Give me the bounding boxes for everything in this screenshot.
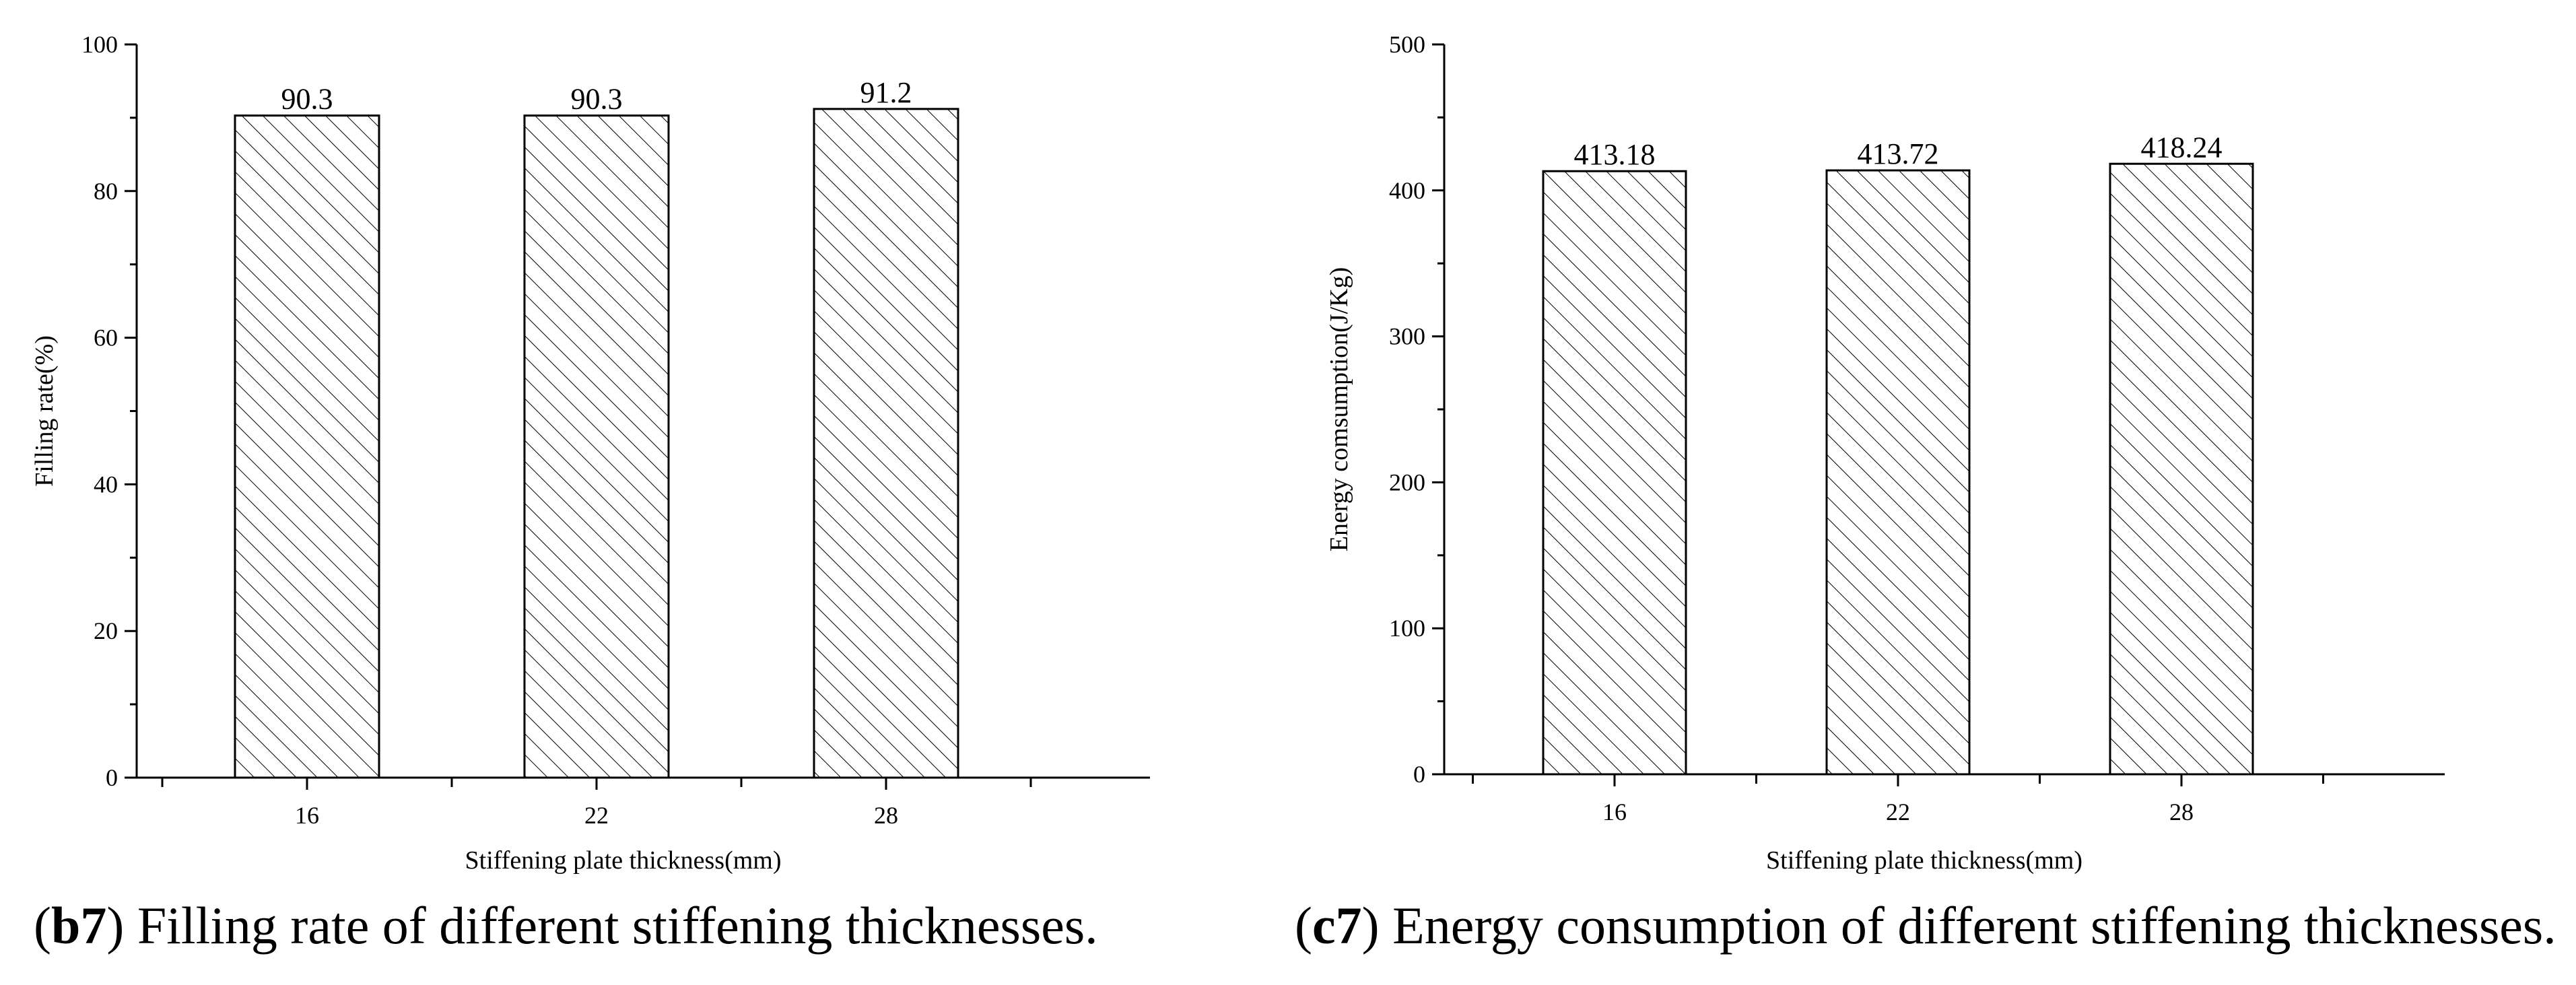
data-label-22: 413.72 bbox=[1858, 137, 1939, 170]
caption-tag: c7 bbox=[1312, 896, 1362, 955]
caption-text: Energy consumption of different stiffeni… bbox=[1379, 896, 2556, 955]
y-tick-label: 0 bbox=[1413, 761, 1425, 788]
x-tick-label-22: 22 bbox=[584, 802, 609, 829]
y-axis-title: Filling rate(%) bbox=[30, 335, 59, 487]
bar-28 bbox=[2109, 162, 2254, 776]
y-tick-label: 300 bbox=[1389, 323, 1425, 350]
x-tick-label-28: 28 bbox=[874, 802, 898, 829]
y-tick-label: 500 bbox=[1389, 31, 1425, 58]
caption-tag: b7 bbox=[50, 896, 107, 955]
data-label-22: 90.3 bbox=[571, 83, 623, 116]
y-tick-label: 100 bbox=[81, 31, 118, 58]
y-tick-label: 200 bbox=[1389, 469, 1425, 496]
x-axis-title: Stiffening plate thickness(mm) bbox=[465, 846, 782, 875]
bar-16 bbox=[234, 114, 380, 779]
y-tick-label: 400 bbox=[1389, 177, 1425, 204]
data-label-16: 413.18 bbox=[1574, 138, 1656, 171]
data-label-16: 90.3 bbox=[281, 83, 333, 116]
x-tick-label-16: 16 bbox=[1602, 799, 1627, 825]
chart-panel-filling-rate: 90.3 90.3 91.2 0 20 40 60 80 100 16 22 28 Stiffening… bbox=[30, 31, 1150, 955]
y-axis-title: Energy comsumption(J/Kg) bbox=[1325, 267, 1353, 552]
bar-28 bbox=[813, 108, 959, 779]
data-label-28: 418.24 bbox=[2141, 131, 2223, 164]
caption-filling-rate: (b7) Filling rate of different stiffenin… bbox=[34, 896, 1098, 955]
bar-22 bbox=[523, 114, 670, 779]
caption-text: Filling rate of different stiffening thi… bbox=[124, 896, 1098, 955]
x-axis-title: Stiffening plate thickness(mm) bbox=[1766, 846, 2082, 875]
bar-16 bbox=[1542, 170, 1687, 776]
filling-rate-chart: 90.3 90.3 91.2 0 20 40 60 80 100 16 22 28 Stiffening… bbox=[30, 31, 1150, 875]
y-tick-label: 0 bbox=[106, 764, 118, 791]
data-label-28: 91.2 bbox=[860, 76, 912, 109]
x-tick-label-16: 16 bbox=[295, 802, 319, 829]
y-tick-label: 100 bbox=[1389, 615, 1425, 642]
caption-energy-consumption: (c7) Energy consumption of different sti… bbox=[1295, 896, 2556, 955]
x-tick-label-28: 28 bbox=[2169, 799, 2194, 825]
bar-22 bbox=[1825, 169, 1971, 776]
y-tick-label: 80 bbox=[94, 178, 118, 205]
y-tick-label: 60 bbox=[94, 325, 118, 351]
energy-consumption-chart: 413.18 413.72 418.24 0 100 200 300 400 500 16 22 28… bbox=[1325, 31, 2445, 875]
y-tick-label: 40 bbox=[94, 471, 118, 498]
y-tick-label: 20 bbox=[94, 617, 118, 644]
chart-panel-energy-consumption: 413.18 413.72 418.24 0 100 200 300 400 500 16 22 28… bbox=[1288, 0, 2576, 985]
x-tick-label-22: 22 bbox=[1886, 799, 1910, 825]
